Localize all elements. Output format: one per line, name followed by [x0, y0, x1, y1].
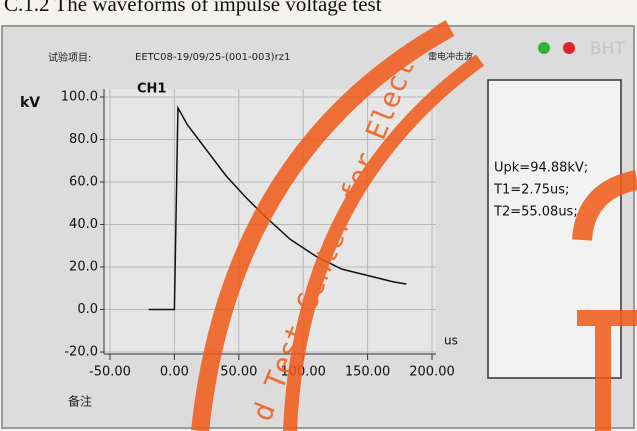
- y-tick-label: 40.0: [69, 217, 98, 232]
- result-line: T1=2.75us;: [493, 183, 569, 198]
- x-tick-label: 150.00: [345, 365, 391, 380]
- test-item-label: 试验项目:: [48, 51, 91, 64]
- x-tick-label: 0.00: [160, 365, 189, 380]
- watermark-bar: [595, 310, 611, 431]
- y-tick-label: 60.0: [69, 175, 98, 190]
- x-tick-label: 50.00: [220, 365, 257, 380]
- chart-title: CH1: [137, 82, 166, 97]
- status-green: [538, 42, 550, 54]
- page: C.1.2 The waveforms of impulse voltage t…: [0, 0, 637, 431]
- status-red: [563, 42, 575, 54]
- y-tick-label: 0.0: [77, 302, 98, 317]
- heading: C.1.2 The waveforms of impulse voltage t…: [4, 0, 382, 16]
- y-tick-label: 20.0: [69, 260, 98, 275]
- result-line: T2=55.08us;: [493, 205, 578, 220]
- x-tick-label: 200.00: [409, 365, 455, 380]
- y-axis-label: kV: [20, 95, 40, 111]
- y-tick-label: -20.0: [64, 345, 98, 360]
- wave-type: 雷电冲击波: [428, 51, 473, 63]
- y-tick-label: 100.0: [61, 90, 98, 105]
- remarks-label: 备注: [68, 394, 92, 409]
- test-id: EETC08-19/09/25-(001-003)rz1: [135, 52, 290, 63]
- brand: BHT: [590, 39, 625, 59]
- y-tick-label: 80.0: [69, 132, 98, 147]
- x-tick-label: -50.00: [89, 365, 131, 380]
- x-axis-label: us: [444, 334, 458, 348]
- result-line: Upk=94.88kV;: [494, 161, 588, 176]
